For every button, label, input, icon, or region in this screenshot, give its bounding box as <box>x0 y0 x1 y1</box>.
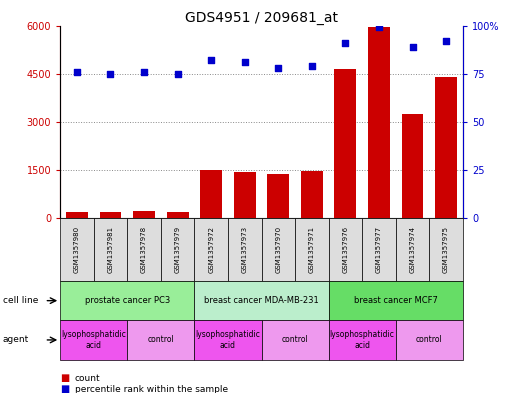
Bar <box>228 218 262 281</box>
Bar <box>328 281 463 320</box>
Bar <box>328 320 396 360</box>
Point <box>375 24 383 31</box>
Point <box>207 57 215 63</box>
Text: GSM1357970: GSM1357970 <box>275 226 281 273</box>
Bar <box>435 77 457 218</box>
Point <box>106 70 115 77</box>
Text: breast cancer MCF7: breast cancer MCF7 <box>354 296 438 305</box>
Bar <box>161 218 195 281</box>
Text: GSM1357975: GSM1357975 <box>443 226 449 273</box>
Text: GSM1357981: GSM1357981 <box>108 226 113 273</box>
Point <box>408 44 417 50</box>
Text: GSM1357971: GSM1357971 <box>309 226 315 273</box>
Text: count: count <box>75 374 100 382</box>
Text: lysophosphatidic
acid: lysophosphatidic acid <box>329 330 395 350</box>
Bar <box>195 281 328 320</box>
Title: GDS4951 / 209681_at: GDS4951 / 209681_at <box>185 11 338 24</box>
Bar <box>127 320 195 360</box>
Text: cell line: cell line <box>3 296 38 305</box>
Bar <box>362 218 396 281</box>
Bar <box>262 320 328 360</box>
Text: control: control <box>416 336 442 344</box>
Bar <box>133 211 155 218</box>
Text: GSM1357978: GSM1357978 <box>141 226 147 273</box>
Bar <box>234 172 256 218</box>
Bar <box>94 218 127 281</box>
Text: agent: agent <box>3 336 29 344</box>
Bar <box>328 218 362 281</box>
Text: GSM1357973: GSM1357973 <box>242 226 248 273</box>
Text: control: control <box>282 336 309 344</box>
Text: ■: ■ <box>60 384 70 393</box>
Point <box>308 63 316 69</box>
Bar <box>60 320 127 360</box>
Bar <box>262 218 295 281</box>
Text: ■: ■ <box>60 373 70 383</box>
Bar <box>66 212 88 218</box>
Point <box>241 59 249 65</box>
Text: GSM1357977: GSM1357977 <box>376 226 382 273</box>
Bar <box>402 114 424 218</box>
Point <box>274 65 282 71</box>
Bar <box>267 174 289 218</box>
Point <box>73 69 81 75</box>
Bar <box>60 281 195 320</box>
Point <box>174 70 182 77</box>
Bar <box>60 218 94 281</box>
Text: GSM1357974: GSM1357974 <box>410 226 415 273</box>
Text: control: control <box>147 336 174 344</box>
Text: lysophosphatidic
acid: lysophosphatidic acid <box>61 330 126 350</box>
Text: GSM1357972: GSM1357972 <box>208 226 214 273</box>
Bar <box>368 27 390 218</box>
Text: GSM1357979: GSM1357979 <box>175 226 180 273</box>
Text: lysophosphatidic
acid: lysophosphatidic acid <box>196 330 260 350</box>
Text: GSM1357976: GSM1357976 <box>343 226 348 273</box>
Bar <box>127 218 161 281</box>
Bar <box>301 171 323 218</box>
Text: prostate cancer PC3: prostate cancer PC3 <box>85 296 170 305</box>
Bar <box>167 212 188 218</box>
Bar <box>195 320 262 360</box>
Bar <box>99 212 121 218</box>
Bar <box>429 218 463 281</box>
Bar <box>335 69 356 218</box>
Bar <box>200 170 222 218</box>
Bar <box>396 218 429 281</box>
Text: GSM1357980: GSM1357980 <box>74 226 80 273</box>
Bar <box>195 218 228 281</box>
Text: breast cancer MDA-MB-231: breast cancer MDA-MB-231 <box>204 296 319 305</box>
Point <box>140 69 148 75</box>
Bar <box>295 218 328 281</box>
Point <box>341 40 349 46</box>
Text: percentile rank within the sample: percentile rank within the sample <box>75 385 228 393</box>
Point <box>442 38 450 44</box>
Bar <box>396 320 463 360</box>
